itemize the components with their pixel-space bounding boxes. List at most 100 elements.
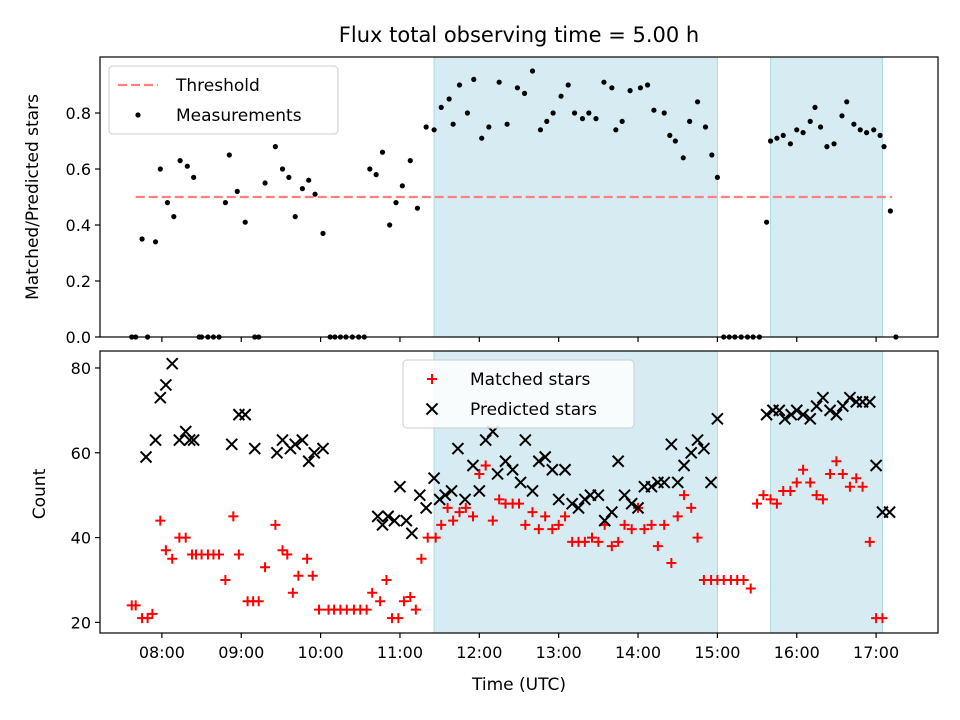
predicted-star-point bbox=[296, 433, 309, 447]
matched-star-point bbox=[686, 502, 697, 513]
measurement-point bbox=[312, 191, 318, 197]
measurement-point bbox=[367, 166, 373, 172]
matched-star-point bbox=[619, 519, 630, 530]
measurement-point bbox=[438, 104, 444, 110]
matched-star-point bbox=[381, 574, 392, 585]
matched-star-point bbox=[282, 549, 293, 560]
matched-star-point bbox=[811, 490, 822, 501]
matched-star-point bbox=[752, 498, 763, 509]
predicted-star-point bbox=[760, 408, 773, 421]
predicted-star-point bbox=[843, 391, 857, 404]
matched-star-point bbox=[233, 549, 244, 560]
predicted-star-point bbox=[697, 442, 711, 455]
x-tick-label: 15:00 bbox=[694, 643, 740, 662]
measurement-point bbox=[839, 113, 845, 119]
matched-star-point bbox=[375, 596, 386, 607]
matched-star-point bbox=[606, 541, 617, 552]
legend-label: Measurements bbox=[176, 106, 302, 126]
measurement-point bbox=[306, 177, 312, 183]
predicted-star-point bbox=[611, 455, 625, 468]
measurement-point bbox=[514, 85, 521, 91]
matched-star-point bbox=[214, 549, 225, 560]
measurement-point bbox=[537, 127, 544, 133]
matched-star-point bbox=[533, 524, 544, 535]
matched-star-point bbox=[514, 498, 524, 509]
bottom-y-tick-label: 60 bbox=[71, 444, 91, 463]
x-tick-label: 17:00 bbox=[853, 643, 899, 662]
measurement-point bbox=[780, 132, 786, 138]
measurement-point bbox=[702, 124, 709, 130]
predicted-star-point bbox=[491, 467, 504, 481]
matched-star-point bbox=[160, 545, 171, 556]
matched-star-point bbox=[864, 536, 875, 547]
predicted-star-point bbox=[248, 442, 261, 455]
matched-star-point bbox=[771, 498, 782, 509]
predicted-star-point bbox=[166, 357, 179, 370]
predicted-star-point bbox=[538, 450, 552, 464]
matched-star-point bbox=[837, 468, 848, 479]
predicted-star-point bbox=[302, 455, 315, 468]
matched-star-point bbox=[593, 536, 604, 547]
measurement-point bbox=[504, 121, 510, 127]
predicted-star-point bbox=[671, 476, 684, 489]
measurement-point bbox=[471, 76, 477, 82]
predicted-star-point bbox=[473, 484, 486, 498]
predicted-star-point bbox=[883, 505, 896, 519]
measurement-point bbox=[644, 82, 651, 88]
predicted-star-point bbox=[149, 433, 162, 447]
matched-star-point bbox=[361, 604, 372, 615]
measurement-point bbox=[407, 158, 413, 164]
matched-star-point bbox=[442, 502, 453, 513]
predicted-star-point bbox=[308, 446, 321, 459]
measurement-point bbox=[824, 144, 830, 150]
measurement-point bbox=[774, 135, 780, 141]
measurement-point bbox=[571, 110, 578, 116]
top-y-tick-label: 0.2 bbox=[66, 272, 91, 291]
predicted-star-point bbox=[546, 463, 559, 476]
measurement-point bbox=[831, 141, 837, 147]
measurement-point bbox=[320, 230, 326, 236]
measurement-point bbox=[456, 82, 463, 88]
measurement-point bbox=[521, 90, 528, 96]
predicted-star-point bbox=[684, 446, 698, 459]
measurement-point bbox=[486, 124, 492, 130]
predicted-star-point bbox=[225, 438, 238, 451]
x-tick-label: 16:00 bbox=[774, 643, 820, 662]
predicted-star-point bbox=[526, 484, 539, 498]
matched-star-point bbox=[228, 511, 239, 522]
matched-star-point bbox=[270, 519, 281, 530]
measurement-point bbox=[272, 144, 278, 150]
matched-star-point bbox=[851, 473, 862, 484]
measurement-point bbox=[619, 118, 625, 124]
predicted-star-point bbox=[514, 476, 527, 489]
matched-star-point bbox=[487, 515, 498, 526]
predicted-star-point bbox=[532, 455, 546, 468]
predicted-star-point bbox=[270, 446, 284, 459]
matched-star-point bbox=[520, 519, 531, 530]
matched-star-point bbox=[180, 532, 191, 543]
matched-star-point bbox=[646, 519, 657, 530]
top-axes-frame bbox=[99, 56, 939, 338]
measurement-point bbox=[877, 132, 883, 138]
matched-star-point bbox=[527, 507, 538, 518]
matched-star-point bbox=[587, 532, 598, 543]
matched-star-point bbox=[672, 511, 683, 522]
measurement-point bbox=[586, 110, 592, 116]
predicted-star-point bbox=[458, 493, 472, 506]
matched-star-point bbox=[293, 570, 304, 581]
bottom-legend-box bbox=[402, 359, 635, 429]
measurement-point bbox=[794, 127, 800, 133]
matched-star-point bbox=[480, 460, 491, 471]
matched-star-point bbox=[877, 613, 888, 624]
bottom-panel: 20 40 60 80 08:00 09:00 10:00 11:00 12:00 13:00 14… bbox=[71, 350, 939, 662]
measurement-point bbox=[857, 127, 863, 133]
bottom-y-tick-label: 40 bbox=[71, 529, 91, 548]
predicted-star-point bbox=[558, 463, 572, 476]
predicted-star-point bbox=[704, 476, 718, 489]
matched-star-point bbox=[474, 468, 485, 479]
measurement-point bbox=[787, 141, 793, 147]
measurement-point bbox=[222, 200, 228, 206]
matched-star-point bbox=[302, 553, 313, 564]
matched-star-point bbox=[857, 481, 868, 492]
